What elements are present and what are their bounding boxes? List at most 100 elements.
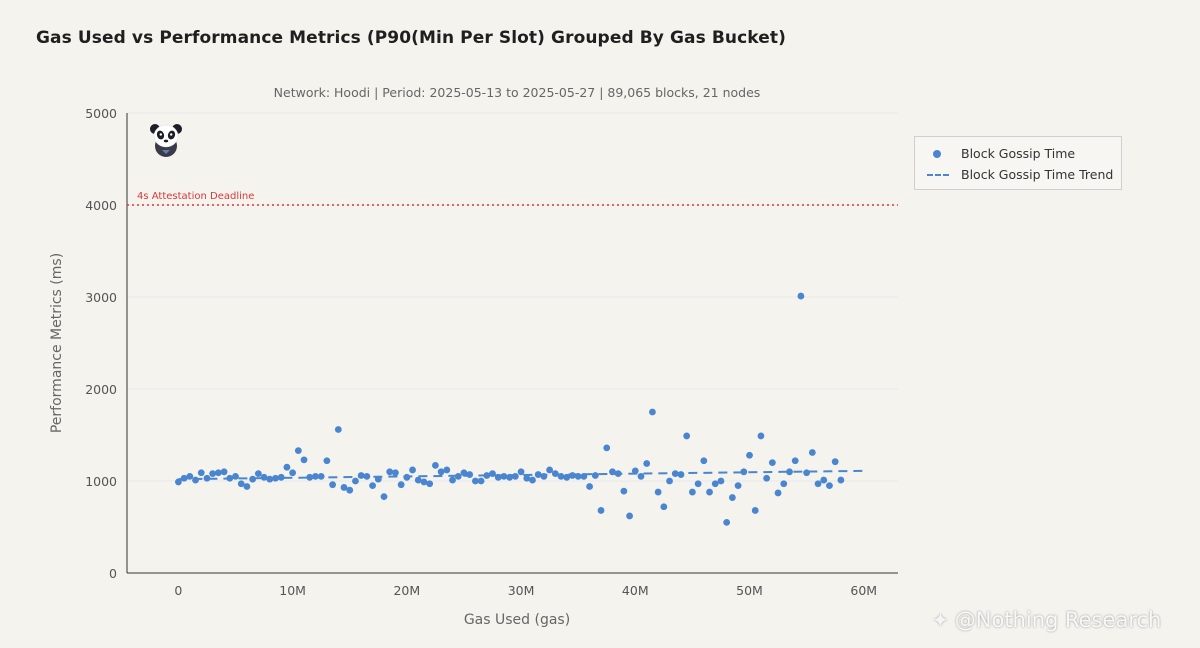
data-point bbox=[609, 468, 616, 476]
data-point bbox=[768, 459, 776, 466]
attestation-deadline-label: 4s Attestation Deadline bbox=[137, 191, 254, 202]
legend-dash-marker bbox=[925, 169, 949, 181]
data-point bbox=[254, 470, 262, 478]
data-point bbox=[454, 473, 462, 480]
data-point bbox=[751, 507, 759, 514]
data-point bbox=[746, 451, 753, 459]
axes bbox=[126, 113, 898, 574]
data-point bbox=[557, 473, 565, 480]
data-point bbox=[237, 480, 245, 488]
data-point bbox=[780, 480, 788, 488]
data-point bbox=[312, 473, 319, 480]
data-point bbox=[791, 457, 799, 465]
data-point bbox=[728, 494, 736, 501]
data-point bbox=[523, 474, 531, 482]
data-point bbox=[392, 469, 399, 477]
data-point bbox=[734, 482, 742, 489]
data-point bbox=[363, 473, 371, 480]
data-points bbox=[175, 292, 845, 526]
y-tick-label: 2000 bbox=[85, 382, 117, 397]
data-point bbox=[711, 480, 719, 488]
data-point bbox=[808, 449, 816, 456]
data-point bbox=[706, 488, 713, 496]
legend: Block Gossip Time Block Gossip Time Tren… bbox=[914, 136, 1122, 190]
y-tick-label: 3000 bbox=[85, 290, 117, 305]
plot-area-frame bbox=[127, 113, 898, 573]
data-point bbox=[786, 468, 793, 476]
data-point bbox=[820, 476, 828, 484]
reference-lines: 4s Attestation Deadline bbox=[127, 191, 898, 206]
data-point bbox=[763, 474, 771, 482]
data-point bbox=[666, 477, 673, 485]
x-tick-label: 60M bbox=[850, 583, 877, 598]
x-tick-label: 20M bbox=[393, 583, 420, 598]
x-tick-label: 40M bbox=[622, 583, 649, 598]
data-point bbox=[517, 468, 525, 476]
data-point bbox=[797, 292, 805, 300]
data-point bbox=[283, 463, 291, 471]
data-point bbox=[437, 468, 445, 476]
data-point bbox=[614, 470, 622, 478]
data-point bbox=[357, 472, 365, 479]
data-point bbox=[266, 475, 274, 483]
data-point bbox=[352, 477, 359, 485]
data-point bbox=[643, 460, 651, 467]
legend-item-block-gossip-time-trend: Block Gossip Time Trend bbox=[925, 164, 1121, 185]
data-point bbox=[209, 470, 217, 478]
data-point bbox=[249, 475, 257, 483]
data-point bbox=[426, 480, 434, 488]
data-point bbox=[551, 470, 559, 478]
data-point bbox=[740, 468, 748, 476]
data-point bbox=[226, 474, 234, 482]
y-tick-label: 0 bbox=[109, 566, 117, 581]
data-point bbox=[306, 473, 314, 481]
y-axis-label: Performance Metrics (ms) bbox=[49, 253, 65, 433]
legend-label: Block Gossip Time bbox=[961, 146, 1076, 161]
data-point bbox=[569, 472, 576, 479]
trend-line-group bbox=[178, 469, 864, 481]
data-point bbox=[591, 472, 599, 479]
data-point bbox=[449, 476, 456, 484]
legend-item-block-gossip-time: Block Gossip Time bbox=[925, 143, 1121, 164]
legend-dot-marker bbox=[925, 148, 949, 160]
chart-subtitle: Network: Hoodi | Period: 2025-05-13 to 2… bbox=[273, 85, 761, 100]
x-tick-label: 0 bbox=[174, 583, 182, 598]
x-tick-label: 10M bbox=[279, 583, 306, 598]
data-point bbox=[654, 488, 662, 496]
legend-label: Block Gossip Time Trend bbox=[961, 167, 1114, 182]
data-point bbox=[471, 477, 479, 485]
data-point bbox=[243, 483, 251, 490]
data-point bbox=[546, 466, 554, 474]
data-point bbox=[529, 476, 536, 484]
data-point bbox=[294, 447, 302, 455]
data-point bbox=[197, 469, 205, 477]
trend-line bbox=[178, 469, 864, 481]
watermark: ✦ @Nothing Research bbox=[932, 608, 1161, 632]
data-point bbox=[631, 467, 639, 475]
data-point bbox=[774, 489, 782, 497]
data-point bbox=[831, 458, 839, 466]
data-point bbox=[380, 493, 388, 501]
watermark-text: @Nothing Research bbox=[954, 608, 1162, 632]
data-point bbox=[677, 471, 685, 478]
data-point bbox=[500, 473, 508, 480]
data-point bbox=[826, 482, 833, 489]
y-tick-label: 1000 bbox=[85, 474, 117, 489]
data-point bbox=[409, 466, 416, 474]
data-point bbox=[466, 471, 474, 478]
data-point bbox=[580, 473, 588, 480]
data-point bbox=[432, 461, 439, 469]
data-point bbox=[203, 474, 211, 482]
data-point bbox=[403, 473, 411, 481]
data-point bbox=[803, 469, 811, 477]
data-point bbox=[414, 476, 422, 484]
data-point bbox=[397, 481, 405, 489]
data-point bbox=[289, 469, 297, 477]
y-tick-label: 4000 bbox=[85, 198, 117, 213]
data-point bbox=[649, 408, 656, 416]
data-point bbox=[192, 476, 199, 484]
data-point bbox=[814, 480, 822, 488]
data-point bbox=[689, 488, 696, 496]
data-point bbox=[534, 471, 542, 478]
